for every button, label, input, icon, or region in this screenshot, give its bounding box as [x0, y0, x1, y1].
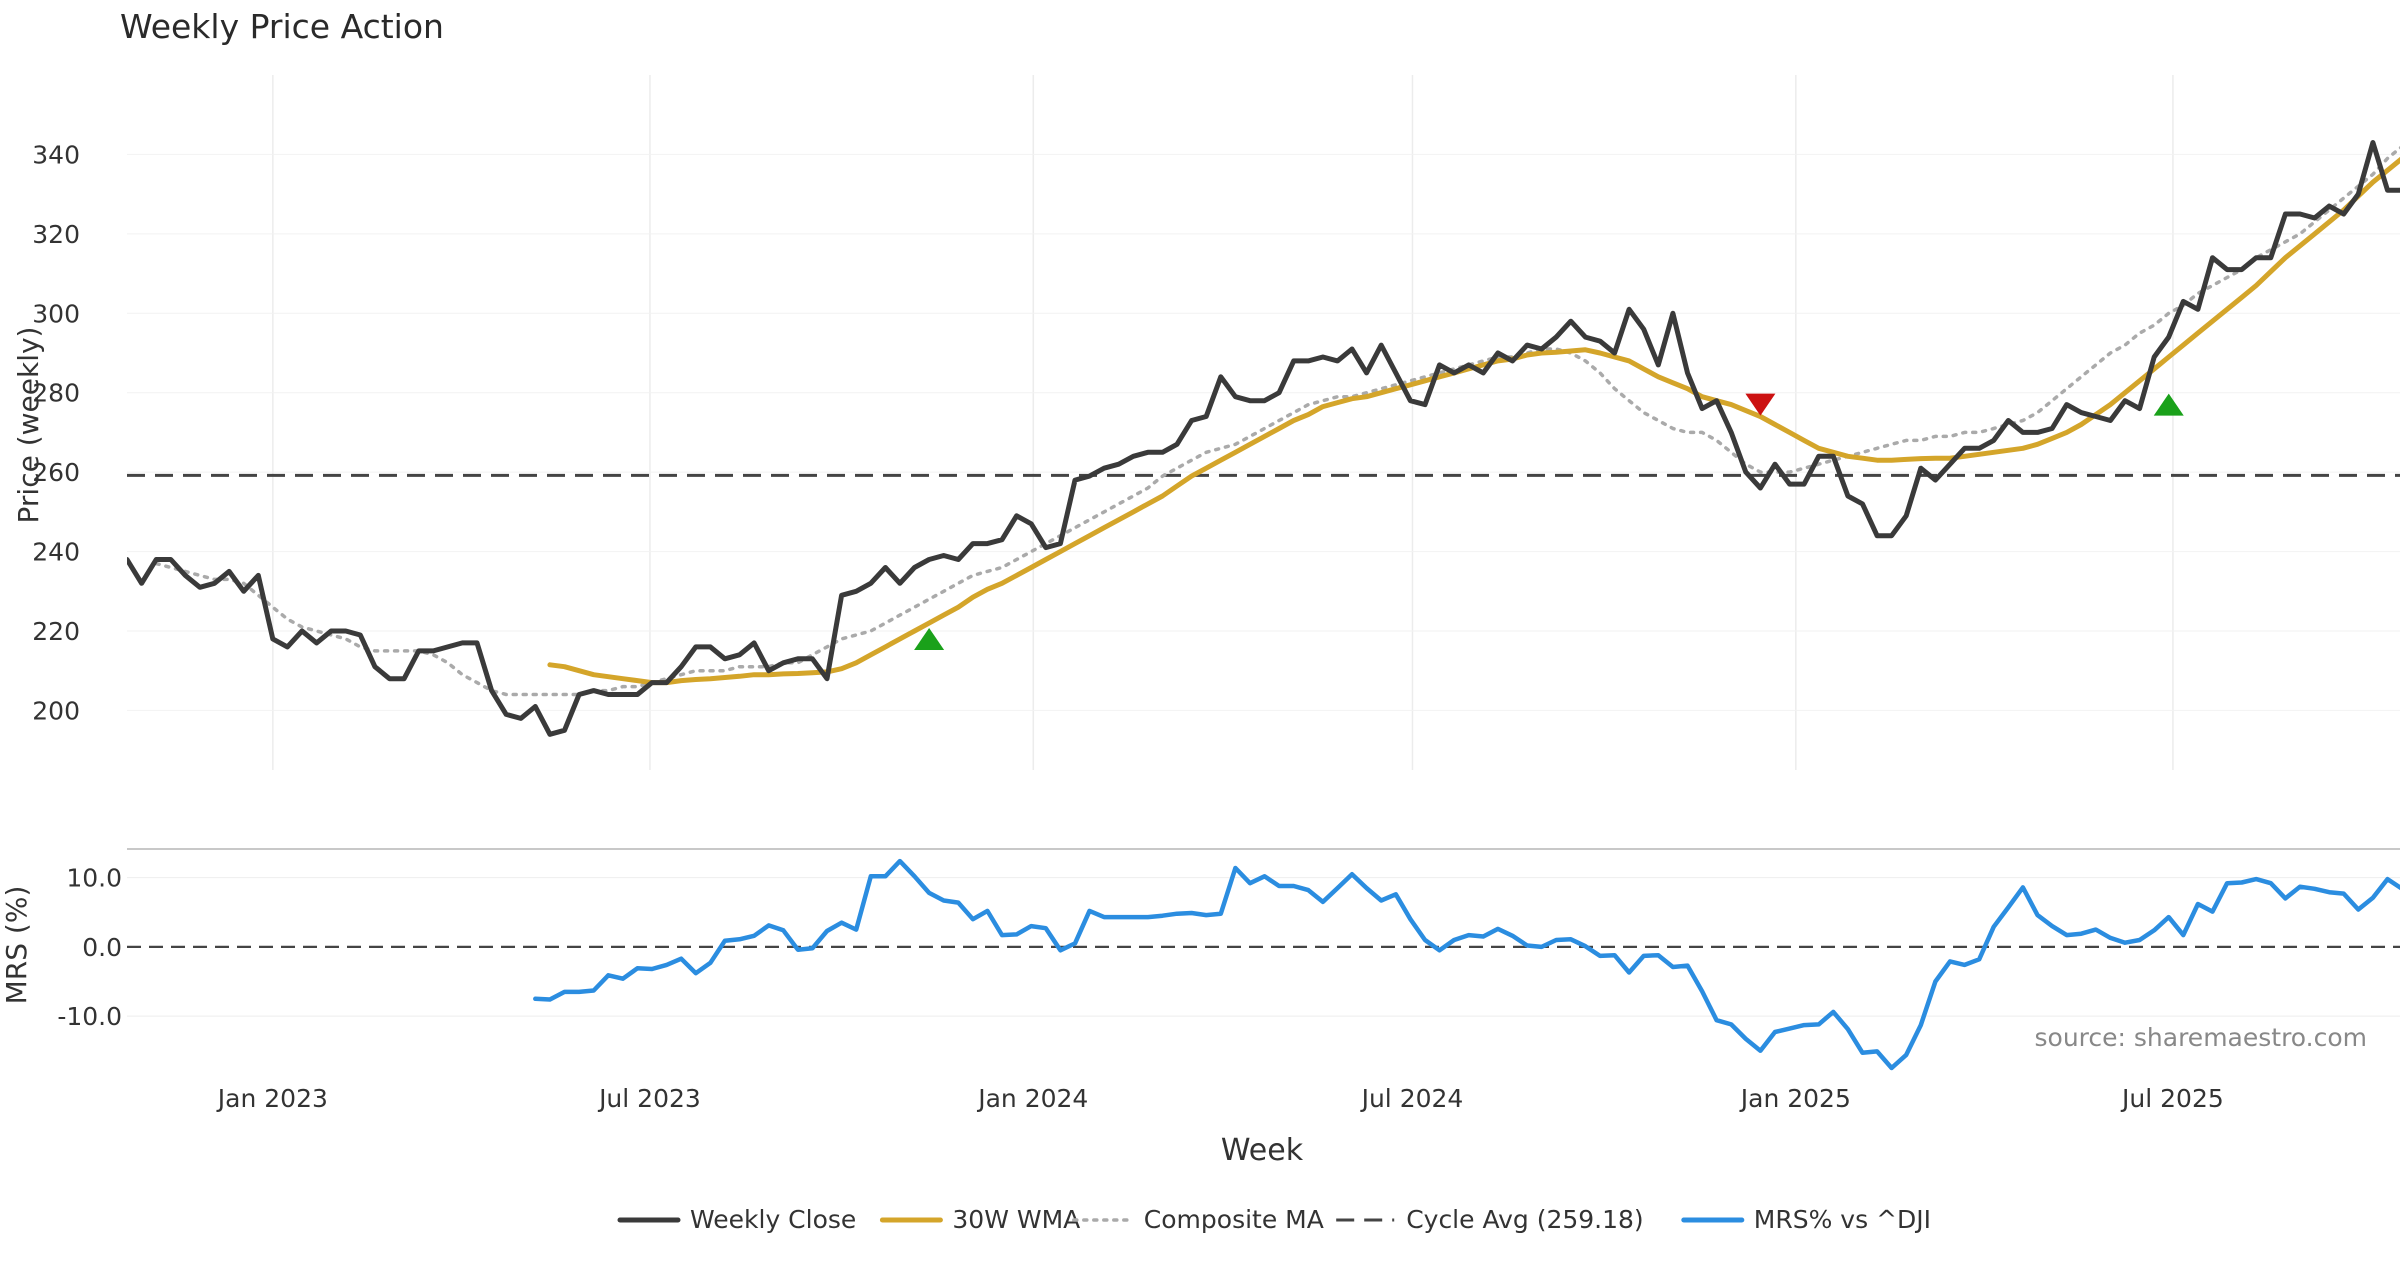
- price-y-tick-label: 200: [32, 696, 80, 725]
- mrs-panel-grid: [127, 877, 2400, 1017]
- legend: Weekly Close 30W WMA Composite MA Cycle Avg…: [617, 1205, 1931, 1234]
- price-y-tick-label: 340: [32, 140, 80, 169]
- price-y-tick-label: 320: [32, 220, 80, 249]
- legend-label: 30W WMA: [952, 1205, 1080, 1234]
- price-y-tick-label: 280: [32, 379, 80, 408]
- series-mrs-vs-dji: [533, 858, 2400, 1071]
- buy-signal-marker: [2153, 393, 2184, 416]
- legend-label: MRS% vs ^DJI: [1754, 1205, 1931, 1234]
- legend-item: Composite MA: [1072, 1205, 1324, 1234]
- sell-signal-marker: [1745, 393, 1776, 416]
- price-axis-label: Price (weekly): [12, 327, 45, 524]
- price-y-ticks: 200 220 240 260 280 300 320 340: [32, 140, 80, 725]
- signal-markers: [914, 393, 2184, 650]
- buy-signal-marker: [914, 627, 945, 650]
- legend-item: Cycle Avg (259.18): [1336, 1205, 1644, 1234]
- legend-item: Weekly Close: [617, 1205, 856, 1234]
- series-30w-wma: [547, 156, 2400, 686]
- x-tick-label: Jan 2025: [1739, 1084, 1851, 1113]
- chart-title: Weekly Price Action: [120, 7, 444, 46]
- price-panel-grid: [127, 75, 2400, 770]
- mrs-y-ticks: -10.0 0.0 10.0: [57, 864, 122, 1031]
- x-tick-label: Jul 2024: [1360, 1084, 1464, 1113]
- legend-label: Composite MA: [1144, 1205, 1324, 1234]
- mrs-y-tick-label: 0.0: [82, 933, 122, 962]
- series-composite-ma: [154, 145, 2400, 697]
- x-tick-label: Jan 2023: [216, 1084, 328, 1113]
- price-series-group: [127, 140, 2400, 737]
- mrs-y-tick-label: -10.0: [57, 1002, 122, 1031]
- price-y-tick-label: 260: [32, 458, 80, 487]
- price-y-tick-label: 220: [32, 617, 80, 646]
- price-y-tick-label: 240: [32, 538, 80, 567]
- legend-label: Cycle Avg (259.18): [1406, 1205, 1644, 1234]
- legend-item: 30W WMA: [879, 1205, 1080, 1234]
- x-axis-label: Week: [1221, 1133, 1304, 1168]
- series-weekly-close: [127, 140, 2400, 737]
- mrs-y-tick-label: 10.0: [66, 864, 122, 893]
- x-tick-label: Jul 2023: [597, 1084, 701, 1113]
- mrs-axis-label: MRS (%): [0, 886, 33, 1005]
- x-tick-label: Jul 2025: [2120, 1084, 2224, 1113]
- price-y-tick-label: 300: [32, 299, 80, 328]
- legend-item: MRS% vs ^DJI: [1681, 1205, 1931, 1234]
- legend-label: Weekly Close: [690, 1205, 856, 1234]
- source-annotation: source: sharemaestro.com: [2035, 1023, 2368, 1052]
- mrs-series-group: [533, 858, 2400, 1071]
- x-ticks: Jan 2023 Jul 2023 Jan 2024 Jul 2024 Jan 2025…: [216, 1084, 2224, 1113]
- x-tick-label: Jan 2024: [976, 1084, 1088, 1113]
